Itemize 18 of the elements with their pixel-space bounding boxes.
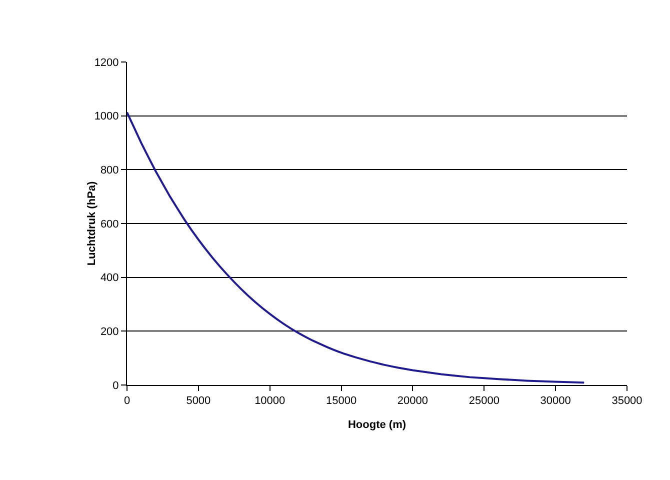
y-tick-label: 200	[100, 326, 119, 338]
line-series	[127, 111, 586, 384]
y-tick-label: 400	[100, 272, 119, 284]
y-tick-label: 1200	[94, 56, 119, 69]
x-tick-label: 25000	[468, 395, 500, 408]
y-axis-title: Luchtdruk (hPa)	[86, 181, 98, 266]
x-tick-label: 30000	[540, 395, 571, 408]
x-tick-label: 10000	[254, 395, 286, 408]
x-tick-label: 20000	[397, 395, 428, 408]
y-tick-label: 800	[100, 164, 119, 177]
y-tick-label: 1000	[94, 110, 119, 123]
x-axis-title: Hoogte (m)	[348, 419, 406, 431]
x-tick-label: 15000	[326, 395, 357, 408]
x-tick-label: 35000	[612, 395, 642, 408]
x-tick-label: 0	[124, 395, 130, 408]
y-tick-label: 600	[100, 218, 119, 230]
x-tick-label: 5000	[186, 395, 211, 408]
y-tick-label: 0	[112, 380, 119, 392]
